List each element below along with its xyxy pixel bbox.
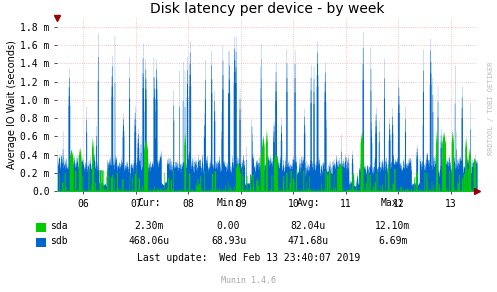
Y-axis label: Average IO Wait (seconds): Average IO Wait (seconds) [7,40,17,169]
Text: 2.30m: 2.30m [134,221,164,231]
Text: 68.93u: 68.93u [211,236,246,246]
Text: 6.69m: 6.69m [378,236,408,246]
Text: Munin 1.4.6: Munin 1.4.6 [221,276,276,285]
Text: Avg:: Avg: [296,198,320,208]
Text: 82.04u: 82.04u [291,221,326,231]
Title: Disk latency per device - by week: Disk latency per device - by week [150,2,384,16]
Text: sdb: sdb [50,236,67,246]
Text: 12.10m: 12.10m [375,221,410,231]
Text: Max:: Max: [381,198,405,208]
Text: Min:: Min: [217,198,241,208]
Text: sda: sda [50,221,67,231]
Text: 0.00: 0.00 [217,221,241,231]
Text: 468.06u: 468.06u [129,236,169,246]
Text: Cur:: Cur: [137,198,161,208]
Text: RRDTOOL / TOBI OETIKER: RRDTOOL / TOBI OETIKER [488,61,494,155]
Text: Last update:  Wed Feb 13 23:40:07 2019: Last update: Wed Feb 13 23:40:07 2019 [137,253,360,263]
Text: 471.68u: 471.68u [288,236,329,246]
